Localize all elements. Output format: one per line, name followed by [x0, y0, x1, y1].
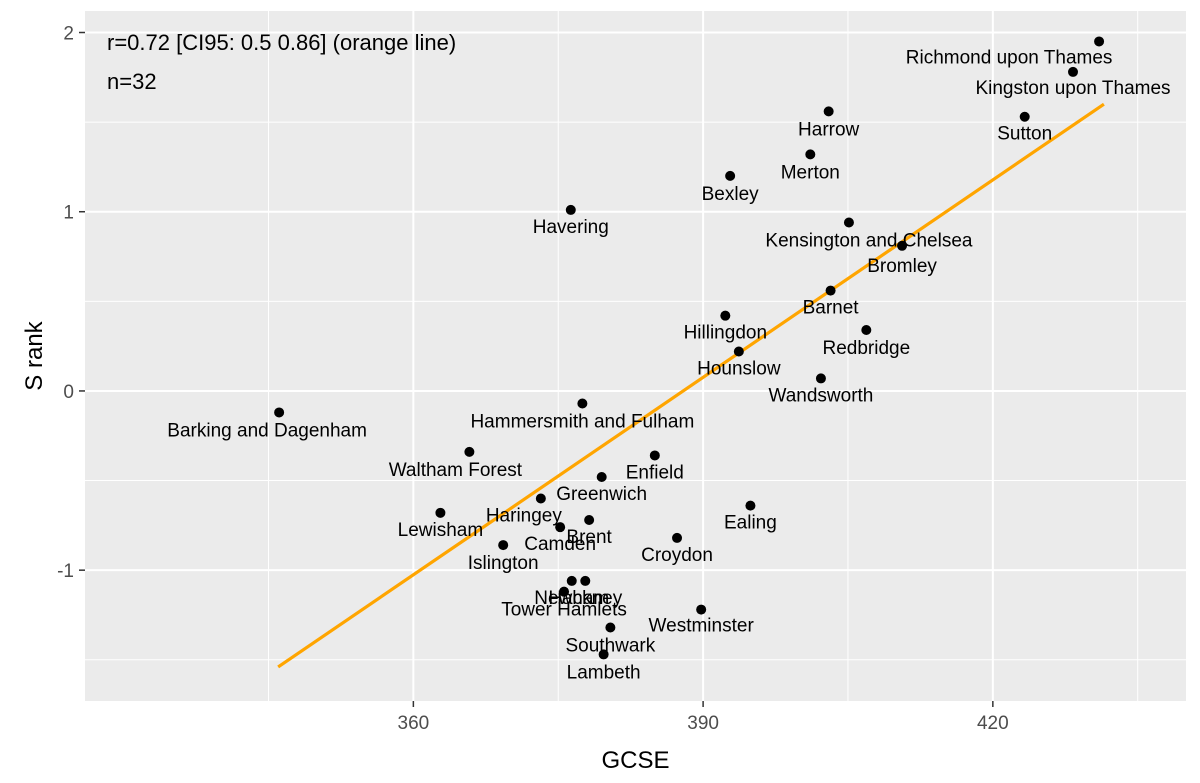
annotation-count: n=32 [107, 69, 157, 94]
data-point [580, 575, 591, 586]
data-point [897, 240, 908, 251]
point-label: Bexley [702, 184, 760, 205]
data-point [861, 325, 872, 336]
point-label: Hillingdon [684, 323, 767, 344]
data-point [435, 507, 446, 518]
data-point [559, 586, 570, 597]
data-point [555, 522, 566, 533]
point-label: Islington [468, 553, 539, 574]
point-label: Merton [781, 162, 840, 183]
point-label: Enfield [626, 462, 684, 483]
data-point [1019, 111, 1030, 122]
point-label: Waltham Forest [389, 460, 523, 481]
point-label: Harrow [798, 119, 860, 140]
point-label: Redbridge [822, 338, 910, 359]
point-label: Bromley [867, 256, 937, 277]
y-tick-label: 2 [63, 24, 74, 45]
y-axis-title: S rank [21, 320, 48, 390]
x-tick-label: 420 [977, 713, 1009, 734]
point-label: Wandsworth [768, 385, 873, 406]
data-point [566, 575, 577, 586]
data-point [725, 170, 736, 181]
data-points [274, 36, 1105, 660]
point-label: Sutton [997, 124, 1052, 145]
point-labels: Richmond upon Thames Kingston upon Thames… [167, 47, 1170, 683]
data-point [598, 649, 609, 660]
data-point [577, 398, 588, 409]
data-point [1094, 36, 1105, 47]
y-tick-label: -1 [57, 561, 74, 582]
x-axis: 360 390 420 [398, 701, 1009, 734]
y-axis: -1 0 1 2 [57, 24, 85, 582]
point-label: Westminster [649, 616, 755, 637]
data-point [649, 450, 660, 461]
data-point [815, 373, 826, 384]
data-point [464, 446, 475, 457]
data-point [825, 285, 836, 296]
data-point [733, 346, 744, 357]
grid-major [85, 11, 1186, 701]
point-label: Croydon [641, 545, 713, 566]
data-point [823, 106, 834, 117]
data-point [696, 604, 707, 615]
data-point [274, 407, 285, 418]
data-point [1068, 66, 1079, 77]
data-point [535, 493, 546, 504]
data-point [745, 500, 756, 511]
point-label: Kingston upon Thames [975, 78, 1170, 99]
data-point [843, 217, 854, 228]
point-label: Brent [566, 527, 612, 548]
data-point [498, 540, 509, 551]
data-point [565, 204, 576, 215]
point-label: Greenwich [556, 484, 647, 505]
point-label: Lewisham [398, 520, 484, 541]
point-label: Southwark [565, 636, 655, 657]
point-label: Barnet [803, 298, 860, 319]
point-label: Hammersmith and Fulham [470, 411, 694, 432]
x-tick-label: 390 [687, 713, 719, 734]
data-point [605, 622, 616, 633]
data-point [672, 532, 683, 543]
point-label: Newham [534, 588, 609, 609]
y-tick-label: 0 [63, 382, 74, 403]
point-label: Barking and Dagenham [167, 420, 367, 441]
x-tick-label: 360 [398, 713, 430, 734]
point-label: Lambeth [567, 662, 641, 683]
data-point [596, 471, 607, 482]
x-axis-title: GCSE [601, 747, 669, 774]
point-label: Tower Hamlets [501, 600, 627, 621]
point-label: Camden [524, 534, 596, 555]
point-label: Haringey [486, 505, 563, 526]
point-label: Ealing [724, 513, 777, 534]
point-label: Havering [533, 217, 609, 238]
point-label: Hackney [548, 588, 622, 609]
data-point [584, 514, 595, 525]
fit-line [277, 102, 1105, 669]
y-tick-label: 1 [63, 203, 74, 224]
point-label: Hounslow [697, 359, 781, 380]
grid-minor [85, 11, 1186, 701]
point-label: Kensington and Chelsea [765, 230, 972, 251]
data-point [720, 310, 731, 321]
data-point [805, 149, 816, 160]
point-label: Richmond upon Thames [906, 47, 1113, 68]
annotation-correlation: r=0.72 [CI95: 0.5 0.86] (orange line) [107, 30, 456, 55]
